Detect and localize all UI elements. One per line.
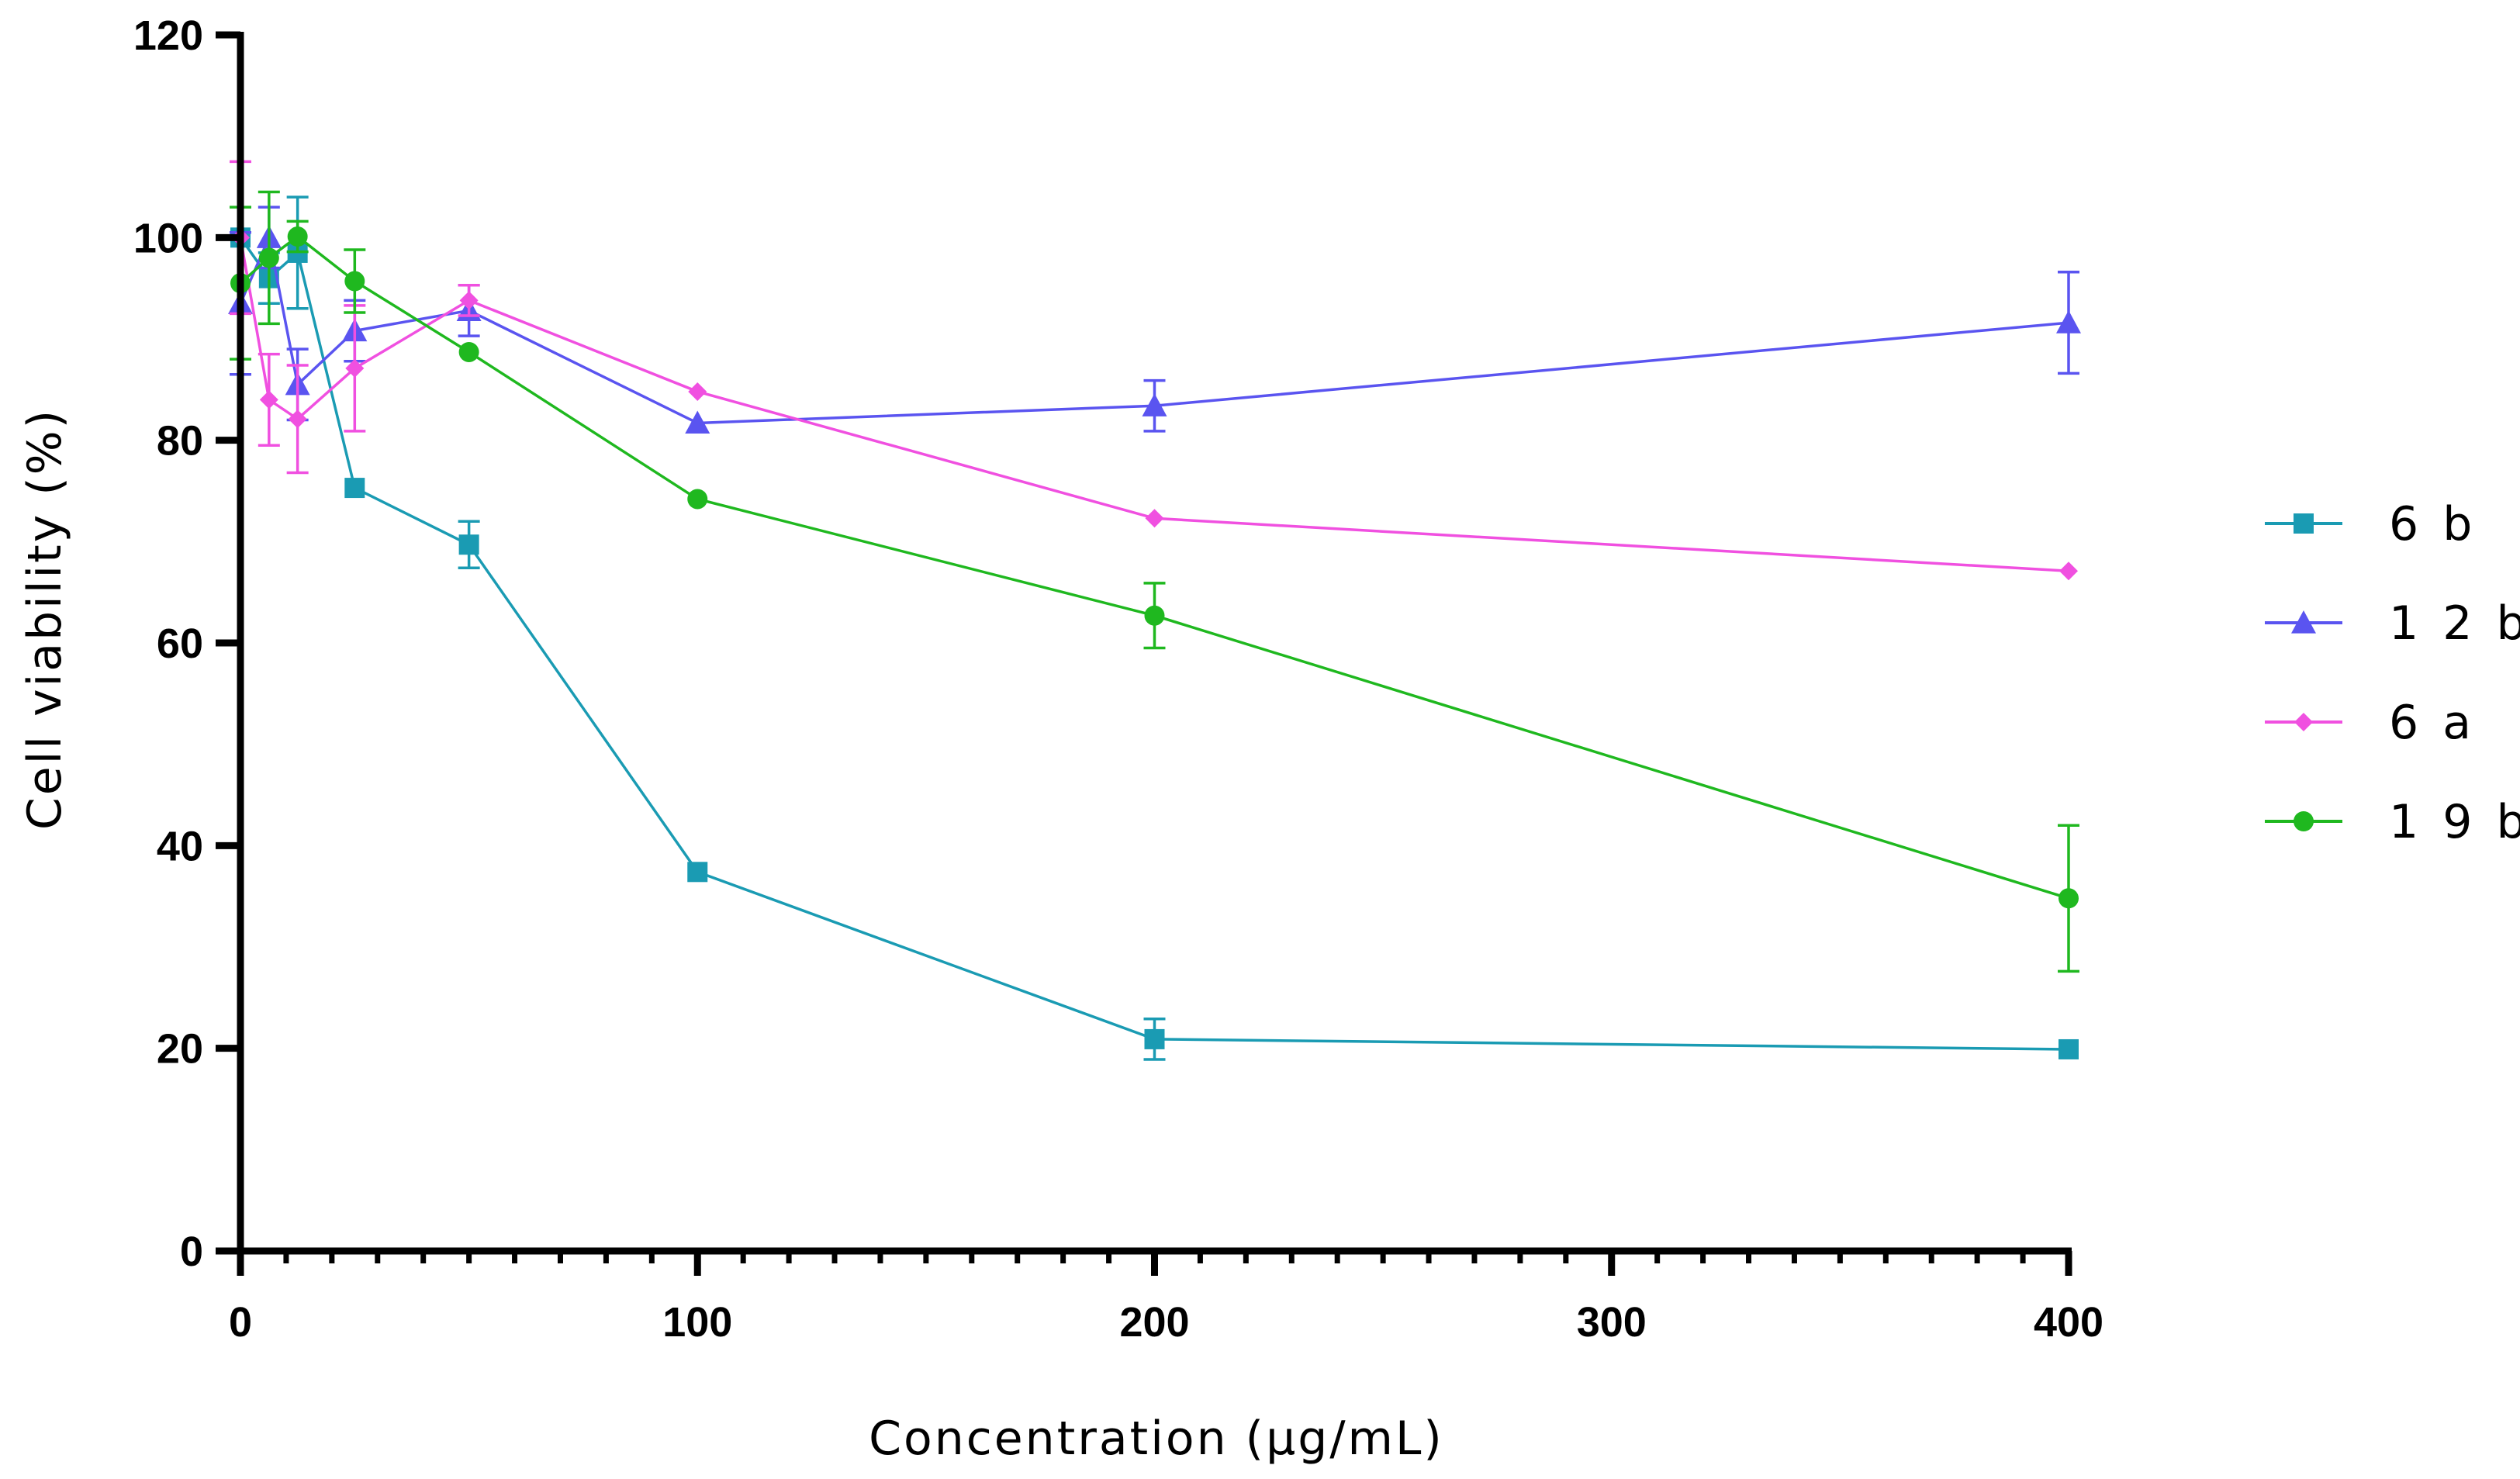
series-layer bbox=[228, 160, 2081, 1061]
data-point bbox=[458, 534, 479, 555]
legend-item-1: 6 b bbox=[2265, 497, 2477, 551]
x-tick-label: 200 bbox=[1119, 1299, 1189, 1346]
data-point bbox=[345, 358, 365, 378]
y-axis-title: Cell viability (%) bbox=[18, 408, 72, 830]
data-point bbox=[288, 409, 307, 429]
data-point bbox=[344, 478, 365, 499]
axes-layer: 0 20 40 60 80 100 120 0 100 200 300 400 bbox=[133, 12, 2103, 1346]
legend-label: 1 9 b bbox=[2389, 795, 2520, 849]
legend-item-4: 1 9 b bbox=[2265, 795, 2520, 849]
data-point bbox=[1145, 509, 1164, 528]
data-point bbox=[1142, 393, 1167, 416]
legend-item-2: 1 2 b bbox=[2265, 596, 2520, 651]
data-point bbox=[458, 341, 479, 362]
data-point bbox=[687, 489, 708, 510]
data-point bbox=[688, 382, 707, 401]
legend-marker bbox=[2294, 713, 2313, 731]
legend-label: 6 b bbox=[2389, 497, 2477, 551]
x-axis-title: Concentration (µg/mL) bbox=[869, 1412, 1444, 1466]
legend-marker bbox=[2294, 513, 2314, 534]
y-tick-label: 0 bbox=[180, 1228, 203, 1275]
legend: 6 b 1 2 b 6 a 1 9 b bbox=[2265, 497, 2520, 849]
series-line bbox=[239, 234, 2069, 900]
series-1 bbox=[230, 195, 2079, 1061]
data-point bbox=[687, 862, 708, 883]
data-point bbox=[2056, 310, 2081, 333]
legend-item-3: 6 a bbox=[2265, 696, 2476, 750]
legend-marker bbox=[2294, 811, 2314, 831]
x-tick-label: 0 bbox=[229, 1299, 252, 1346]
data-point bbox=[459, 291, 479, 310]
y-tick-label: 120 bbox=[133, 12, 203, 59]
data-point bbox=[259, 390, 278, 409]
data-point bbox=[685, 410, 710, 434]
series-4 bbox=[230, 190, 2079, 973]
data-point bbox=[344, 271, 365, 292]
data-point bbox=[1144, 605, 1165, 626]
data-point bbox=[287, 226, 308, 247]
series-2 bbox=[228, 206, 2081, 434]
y-tick-label: 100 bbox=[133, 215, 203, 261]
legend-label: 1 2 b bbox=[2389, 596, 2520, 651]
y-tick-label: 60 bbox=[157, 620, 203, 667]
x-tick-label: 400 bbox=[2034, 1299, 2103, 1346]
data-point bbox=[2059, 562, 2078, 581]
legend-label: 6 a bbox=[2389, 696, 2476, 750]
series-3 bbox=[230, 160, 2078, 581]
y-tick-label: 80 bbox=[157, 418, 203, 465]
x-tick-label: 100 bbox=[662, 1299, 732, 1346]
y-tick-label: 40 bbox=[157, 823, 203, 869]
data-point bbox=[1144, 1028, 1165, 1049]
data-point bbox=[258, 247, 279, 268]
legend-marker bbox=[2291, 610, 2316, 634]
data-point bbox=[2059, 1038, 2079, 1059]
data-point bbox=[2059, 888, 2079, 909]
y-tick-label: 20 bbox=[157, 1026, 203, 1073]
x-tick-label: 300 bbox=[1577, 1299, 1647, 1346]
